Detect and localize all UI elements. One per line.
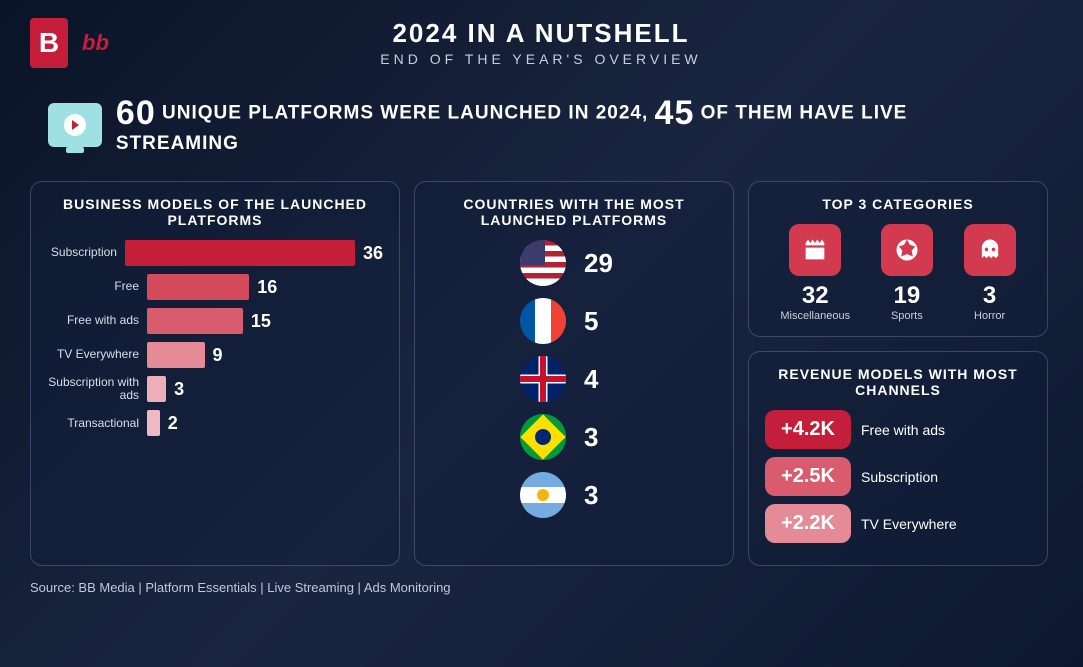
panel-top-categories: TOP 3 CATEGORIES 32 Miscellaneous 19 Spo… <box>748 181 1048 337</box>
flag-bra-icon <box>520 414 566 460</box>
country-row: 3 <box>431 414 717 460</box>
panel-title: REVENUE MODELS WITH MOST CHANNELS <box>765 366 1031 398</box>
bar-label: Subscription with ads <box>47 376 139 402</box>
flag-usa-icon <box>520 240 566 286</box>
bar-label: Free <box>47 280 139 293</box>
bar-label: Transactional <box>47 417 139 430</box>
country-row: 3 <box>431 472 717 518</box>
bar-value: 15 <box>251 311 271 332</box>
tv-icon <box>48 103 102 147</box>
bar-fill <box>147 274 249 300</box>
flag-fra-icon <box>520 298 566 344</box>
country-row: 4 <box>431 356 717 402</box>
banner-text-1: UNIQUE PLATFORMS WERE LAUNCHED IN 2024, <box>162 103 648 124</box>
category-value: 3 <box>964 282 1016 310</box>
page-subtitle: END OF THE YEAR'S OVERVIEW <box>123 51 959 67</box>
play-icon <box>64 114 86 136</box>
panel-business-models: BUSINESS MODELS OF THE LAUNCHED PLATFORM… <box>30 181 400 566</box>
ghost-icon <box>964 224 1016 276</box>
categories-row: 32 Miscellaneous 19 Sports 3 Horror <box>765 224 1031 322</box>
logo-letter: B <box>39 27 59 59</box>
logo-text: bb <box>82 30 109 56</box>
headline-banner: 60 UNIQUE PLATFORMS WERE LAUNCHED IN 202… <box>30 84 1053 165</box>
logo-icon: B <box>30 18 68 68</box>
bar-track: 2 <box>147 410 383 436</box>
page-title: 2024 IN A NUTSHELL <box>123 18 959 49</box>
category-value: 32 <box>780 282 850 310</box>
source-text: Source: BB Media | Platform Essentials |… <box>30 580 1053 595</box>
page-container: B bb 2024 IN A NUTSHELL END OF THE YEAR'… <box>0 0 1083 607</box>
bar-track: 16 <box>147 274 383 300</box>
bar-row: Free 16 <box>47 274 383 300</box>
revenue-label: Free with ads <box>861 422 945 438</box>
revenue-row: +2.2K TV Everywhere <box>765 504 1031 543</box>
bar-value: 36 <box>363 243 383 264</box>
revenue-label: Subscription <box>861 469 938 485</box>
ball-icon <box>881 224 933 276</box>
bar-track: 15 <box>147 308 383 334</box>
bar-chart: Subscription 36 Free 16 Free with ads 15… <box>47 240 383 436</box>
banner-count-1: 60 <box>116 94 156 132</box>
bar-row: Transactional 2 <box>47 410 383 436</box>
country-value: 5 <box>584 306 628 337</box>
banner-text: 60 UNIQUE PLATFORMS WERE LAUNCHED IN 202… <box>116 94 1035 155</box>
category-item: 19 Sports <box>881 224 933 322</box>
category-label: Sports <box>881 310 933 322</box>
panel-title: COUNTRIES WITH THE MOST LAUNCHED PLATFOR… <box>431 196 717 228</box>
bar-value: 3 <box>174 379 184 400</box>
panel-title: TOP 3 CATEGORIES <box>765 196 1031 212</box>
bar-track: 36 <box>125 240 383 266</box>
flag-arg-icon <box>520 472 566 518</box>
bar-value: 9 <box>213 345 223 366</box>
panel-revenue: REVENUE MODELS WITH MOST CHANNELS +4.2K … <box>748 351 1048 566</box>
revenue-row: +2.5K Subscription <box>765 457 1031 496</box>
revenue-badge: +2.2K <box>765 504 851 543</box>
country-value: 4 <box>584 364 628 395</box>
category-label: Horror <box>964 310 1016 322</box>
banner-count-2: 45 <box>655 94 695 132</box>
revenue-badge: +4.2K <box>765 410 851 449</box>
category-label: Miscellaneous <box>780 310 850 322</box>
title-block: 2024 IN A NUTSHELL END OF THE YEAR'S OVE… <box>123 18 959 67</box>
bar-row: Subscription 36 <box>47 240 383 266</box>
bar-fill <box>125 240 355 266</box>
bar-fill <box>147 308 243 334</box>
bar-fill <box>147 376 166 402</box>
bar-label: Free with ads <box>47 314 139 327</box>
revenue-label: TV Everywhere <box>861 516 957 532</box>
category-item: 3 Horror <box>964 224 1016 322</box>
category-value: 19 <box>881 282 933 310</box>
bar-value: 2 <box>168 413 178 434</box>
bar-fill <box>147 410 160 436</box>
bar-fill <box>147 342 205 368</box>
panel-title: BUSINESS MODELS OF THE LAUNCHED PLATFORM… <box>47 196 383 228</box>
header: B bb 2024 IN A NUTSHELL END OF THE YEAR'… <box>30 18 1053 68</box>
clapper-icon <box>789 224 841 276</box>
country-row: 5 <box>431 298 717 344</box>
country-value: 3 <box>584 422 628 453</box>
bar-label: TV Everywhere <box>47 348 139 361</box>
bar-row: Free with ads 15 <box>47 308 383 334</box>
bar-track: 3 <box>147 376 383 402</box>
bar-value: 16 <box>257 277 277 298</box>
revenue-list: +4.2K Free with ads +2.5K Subscription +… <box>765 410 1031 543</box>
revenue-badge: +2.5K <box>765 457 851 496</box>
revenue-row: +4.2K Free with ads <box>765 410 1031 449</box>
bar-track: 9 <box>147 342 383 368</box>
bar-label: Subscription <box>47 246 117 259</box>
bar-row: TV Everywhere 9 <box>47 342 383 368</box>
country-value: 29 <box>584 248 628 279</box>
panel-countries: COUNTRIES WITH THE MOST LAUNCHED PLATFOR… <box>414 181 734 566</box>
countries-list: 29 5 4 3 3 <box>431 240 717 518</box>
right-column: TOP 3 CATEGORIES 32 Miscellaneous 19 Spo… <box>748 181 1048 566</box>
country-value: 3 <box>584 480 628 511</box>
bar-row: Subscription with ads 3 <box>47 376 383 402</box>
country-row: 29 <box>431 240 717 286</box>
category-item: 32 Miscellaneous <box>780 224 850 322</box>
panels-grid: BUSINESS MODELS OF THE LAUNCHED PLATFORM… <box>30 181 1053 566</box>
flag-uk-icon <box>520 356 566 402</box>
